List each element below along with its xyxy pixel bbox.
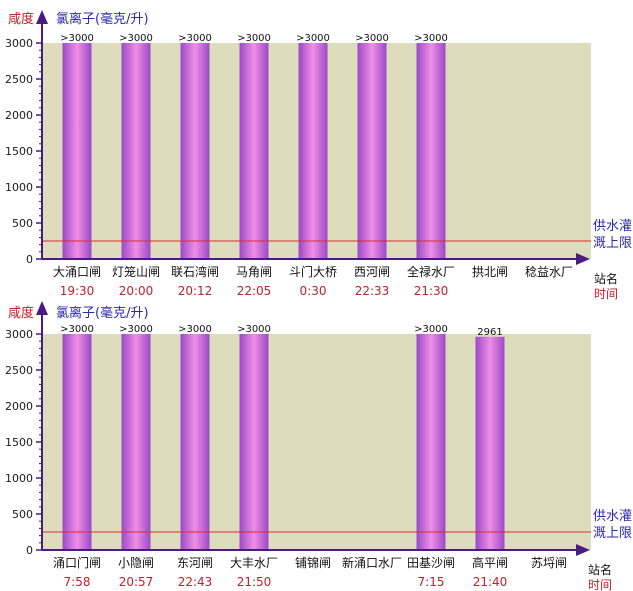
bar-value-label: >3000 xyxy=(355,33,389,44)
bar-value-label: >3000 xyxy=(119,324,153,335)
bar xyxy=(180,334,210,550)
x-tick-label: 小隐闸 xyxy=(118,556,154,570)
bar xyxy=(180,43,210,259)
y-tick-label: 0 xyxy=(26,544,33,557)
time-label: 22:33 xyxy=(355,284,390,298)
bar xyxy=(62,43,92,259)
x-label-station: 站名 xyxy=(588,562,612,577)
chart-2: >3000 >3000 >3000 >3000 >3000 2961 供水灌 溉上限 0 5… xyxy=(5,301,632,591)
threshold-label-line2: 溉上限 xyxy=(593,236,632,251)
bar-value-label: >3000 xyxy=(237,324,271,335)
bar xyxy=(298,43,328,259)
time-label: 7:58 xyxy=(64,575,91,589)
x-label-time: 时间 xyxy=(594,287,618,301)
y-axis: 0 500 1000 1500 2000 2500 3000 xyxy=(5,37,42,266)
threshold-label-line2: 溉上限 xyxy=(593,526,632,541)
time-label: 21:30 xyxy=(414,284,449,298)
x-tick-label: 灯笼山闸 xyxy=(112,264,160,279)
y-tick-label: 0 xyxy=(26,253,33,266)
y-tick-label: 1000 xyxy=(5,472,33,485)
y-tick-label: 2500 xyxy=(5,73,33,86)
bar-value-label: 2961 xyxy=(477,327,502,338)
x-tick-label: 苏埒闸 xyxy=(531,556,567,570)
x-tick-label: 全禄水厂 xyxy=(407,264,455,279)
bars-group: >3000 >3000 >3000 >3000 >3000 >3000 >3000 xyxy=(60,33,448,259)
x-tick-label: 田基沙闸 xyxy=(407,556,455,570)
threshold-label-line1: 供水灌 xyxy=(593,509,632,524)
bar xyxy=(357,43,387,259)
bar-value-label: >3000 xyxy=(237,33,271,44)
bar-value-label: >3000 xyxy=(60,33,94,44)
y-tick-label: 500 xyxy=(12,217,33,230)
bar xyxy=(121,334,151,550)
bar xyxy=(416,334,446,550)
bar-value-label: >3000 xyxy=(178,324,212,335)
y-title-left: 咸度 xyxy=(8,11,34,27)
bar xyxy=(239,334,269,550)
time-label: 20:00 xyxy=(119,284,154,298)
time-label: 21:40 xyxy=(473,575,508,589)
bar xyxy=(475,336,505,550)
time-label: 19:30 xyxy=(60,284,95,298)
y-axis: 0 500 1000 1500 2000 2500 3000 xyxy=(5,328,42,557)
threshold-label-line1: 供水灌 xyxy=(593,219,632,234)
x-tick-label: 铺锦闸 xyxy=(295,556,331,570)
category-labels: 大涌口闸 19:30 灯笼山闸 20:00 联石湾闸 20:12 马角闸 22:05 斗门大桥 0… xyxy=(53,264,573,298)
time-label: 7:15 xyxy=(418,575,445,589)
y-axis-arrow xyxy=(36,301,48,315)
time-label: 0:30 xyxy=(300,284,327,298)
x-tick-label: 西河闸 xyxy=(354,265,390,279)
x-tick-label: 大丰水厂 xyxy=(230,556,278,570)
y-axis-arrow xyxy=(36,10,48,24)
y-tick-label: 3000 xyxy=(5,37,33,50)
bar-value-label: >3000 xyxy=(414,33,448,44)
time-label: 22:43 xyxy=(178,575,213,589)
y-tick-label: 3000 xyxy=(5,328,33,341)
y-title-left: 咸度 xyxy=(8,305,34,321)
bar-value-label: >3000 xyxy=(296,33,330,44)
bar xyxy=(416,43,446,259)
x-axis-arrow xyxy=(576,544,590,556)
x-tick-label: 拱北闸 xyxy=(472,265,508,279)
x-tick-label: 高平闸 xyxy=(472,555,508,570)
bars-group: >3000 >3000 >3000 >3000 >3000 2961 xyxy=(60,324,505,550)
bar xyxy=(62,334,92,550)
x-tick-label: 斗门大桥 xyxy=(289,264,337,279)
y-tick-label: 500 xyxy=(12,508,33,521)
bar xyxy=(239,43,269,259)
y-tick-label: 2000 xyxy=(5,400,33,413)
category-labels: 涌口门闸 7:58 小隐闸 20:57 东河闸 22:43 大丰水厂 21:50 铺锦闸 新涌口水… xyxy=(53,555,567,589)
x-label-time: 时间 xyxy=(588,578,612,591)
x-tick-label: 东河闸 xyxy=(177,556,213,570)
time-label: 20:57 xyxy=(119,575,154,589)
x-tick-label: 大涌口闸 xyxy=(53,265,101,279)
bar-value-label: >3000 xyxy=(119,33,153,44)
y-title-right: 氯离子(毫克/升) xyxy=(56,305,149,321)
x-label-station: 站名 xyxy=(594,271,618,286)
x-tick-label: 马角闸 xyxy=(236,265,272,279)
x-tick-label: 稔益水厂 xyxy=(525,265,573,279)
x-tick-label: 涌口门闸 xyxy=(53,555,101,570)
time-label: 22:05 xyxy=(237,284,272,298)
y-tick-label: 1500 xyxy=(5,436,33,449)
time-label: 20:12 xyxy=(178,284,213,298)
chart-1: >3000 >3000 >3000 >3000 >3000 >3000 >3000 供水灌 … xyxy=(5,10,632,301)
y-tick-label: 1500 xyxy=(5,145,33,158)
bar xyxy=(121,43,151,259)
x-axis-arrow xyxy=(576,253,590,265)
bar-value-label: >3000 xyxy=(60,324,94,335)
y-tick-label: 2000 xyxy=(5,109,33,122)
x-tick-label: 新涌口水厂 xyxy=(342,555,402,570)
y-title-right: 氯离子(毫克/升) xyxy=(56,11,149,27)
bar-value-label: >3000 xyxy=(178,33,212,44)
y-tick-label: 2500 xyxy=(5,364,33,377)
y-tick-label: 1000 xyxy=(5,181,33,194)
bar-value-label: >3000 xyxy=(414,324,448,335)
time-label: 21:50 xyxy=(237,575,272,589)
x-tick-label: 联石湾闸 xyxy=(171,264,219,279)
